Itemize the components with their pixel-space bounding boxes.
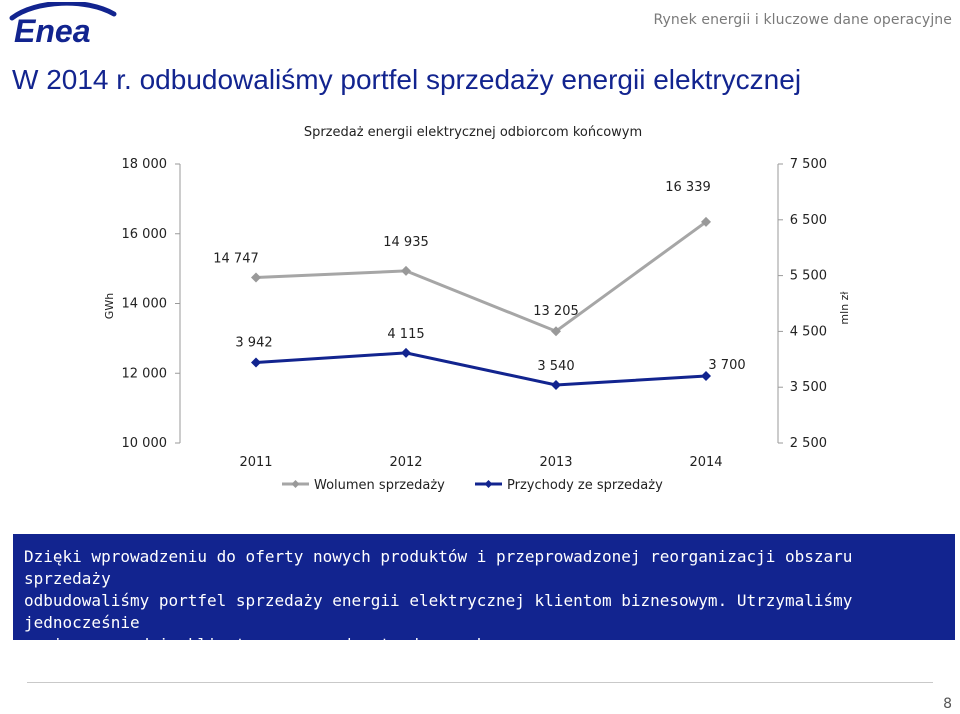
left-tick-label: 10 000 xyxy=(122,436,168,451)
header-caption: Rynek energii i kluczowe dane operacyjne xyxy=(653,12,952,28)
page-number: 8 xyxy=(943,696,952,712)
chart-title: Sprzedaż energii elektrycznej odbiorcom … xyxy=(304,125,642,140)
slide-title: W 2014 r. odbudowaliśmy portfel sprzedaż… xyxy=(12,64,802,95)
enea-logo-text: Enea xyxy=(14,13,90,46)
chart-legend: Wolumen sprzedaży Przychody ze sprzedaży xyxy=(282,478,663,493)
right-tick-label: 3 500 xyxy=(790,380,827,395)
left-tick-label: 16 000 xyxy=(122,227,168,242)
right-tick-label: 7 500 xyxy=(790,157,827,172)
right-axis: 7 500 6 500 5 500 4 500 3 500 2 500 mln zł xyxy=(777,157,851,451)
footer-divider xyxy=(27,682,933,683)
legend-swatch-marker xyxy=(484,480,493,488)
sales-chart: Sprzedaż energii elektrycznej odbiorcom … xyxy=(103,125,851,493)
volume-data-label: 14 747 xyxy=(213,251,259,266)
right-axis-label: mln zł xyxy=(838,291,851,325)
revenue-point xyxy=(701,371,711,382)
legend-swatch-marker xyxy=(291,480,300,488)
volume-data-label: 16 339 xyxy=(665,180,711,195)
legend-label: Przychody ze sprzedaży xyxy=(507,478,663,493)
x-tick-label: 2011 xyxy=(239,455,272,470)
volume-point xyxy=(251,272,261,283)
right-tick-label: 4 500 xyxy=(790,324,827,339)
summary-line-1: Dzięki wprowadzeniu do oferty nowych pro… xyxy=(24,547,853,588)
summary-textbox: Dzięki wprowadzeniu do oferty nowych pro… xyxy=(13,534,955,654)
enea-logo: Enea xyxy=(9,2,117,46)
volume-point xyxy=(701,216,711,227)
volume-data-label: 14 935 xyxy=(383,235,429,250)
legend-label: Wolumen sprzedaży xyxy=(314,478,445,493)
revenue-data-label: 4 115 xyxy=(387,327,424,342)
x-tick-label: 2013 xyxy=(539,455,572,470)
volume-series-line xyxy=(255,220,707,333)
volume-data-label: 13 205 xyxy=(533,304,579,319)
revenue-data-label: 3 700 xyxy=(708,358,745,373)
summary-line-3: poziom sprzedaży klientom z gospodarstw … xyxy=(24,635,497,654)
left-tick-label: 18 000 xyxy=(122,157,168,172)
right-tick-label: 5 500 xyxy=(790,269,827,284)
revenue-data-label: 3 540 xyxy=(537,359,574,374)
revenue-series-line xyxy=(255,351,707,387)
revenue-point xyxy=(551,379,561,390)
right-tick-label: 6 500 xyxy=(790,213,827,228)
revenue-point xyxy=(401,347,411,358)
series-layer: 14 747 14 935 13 205 16 339 3 942 4 115 3 540 3… xyxy=(213,180,746,390)
summary-line-2: odbudowaliśmy portfel sprzedaży energii … xyxy=(24,591,853,632)
right-tick-label: 2 500 xyxy=(790,436,827,451)
revenue-point xyxy=(251,357,261,368)
x-axis-labels: 2011 2012 2013 2014 xyxy=(239,455,722,470)
x-tick-label: 2012 xyxy=(389,455,422,470)
left-axis: 10 000 12 000 14 000 16 000 18 000 GWh xyxy=(103,157,181,451)
left-tick-label: 12 000 xyxy=(122,366,168,381)
x-tick-label: 2014 xyxy=(689,455,722,470)
left-axis-label: GWh xyxy=(103,293,116,319)
revenue-data-label: 3 942 xyxy=(235,336,272,351)
volume-point xyxy=(401,265,411,276)
left-tick-label: 14 000 xyxy=(122,297,168,312)
volume-point xyxy=(551,326,561,337)
